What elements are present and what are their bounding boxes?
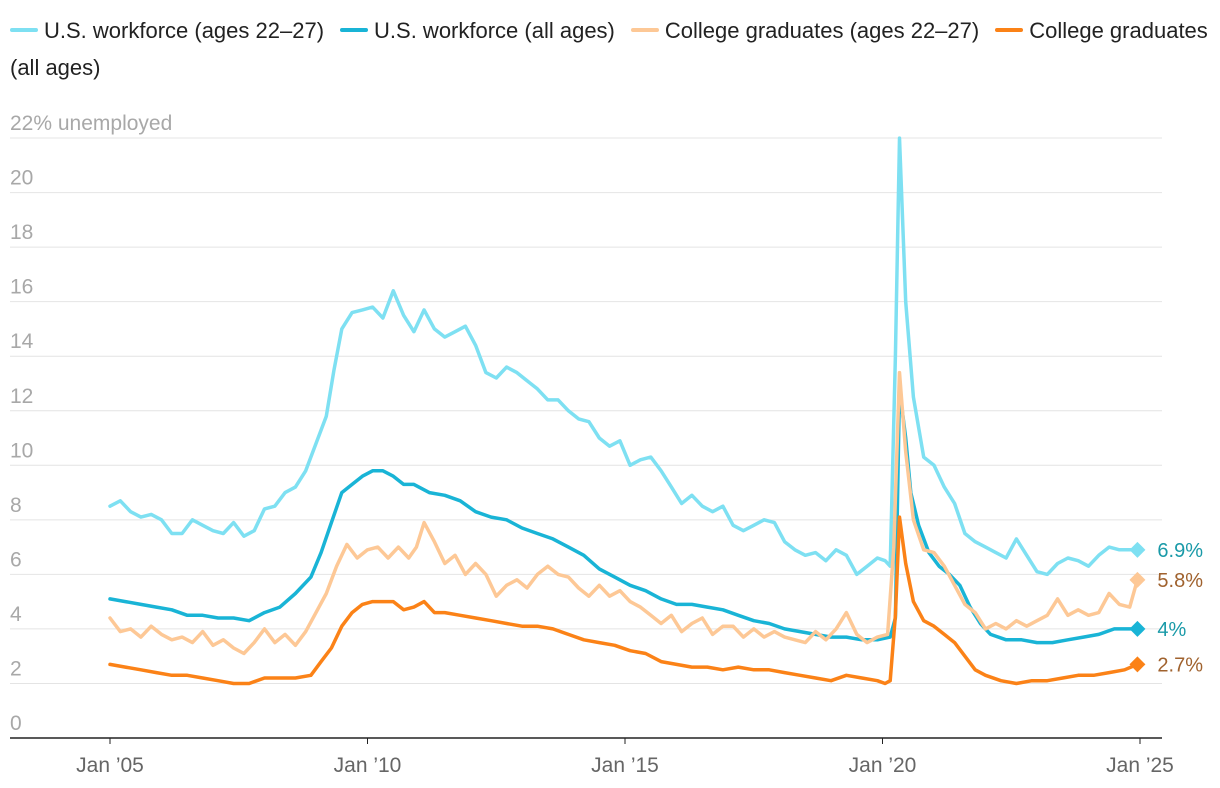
series-lines xyxy=(108,136,1140,686)
legend-swatch xyxy=(995,28,1024,33)
legend-label: College graduates (ages 22–27) xyxy=(664,18,980,43)
end-value-label: 4% xyxy=(1157,619,1186,641)
end-value-label: 6.9% xyxy=(1157,540,1203,562)
end-marker xyxy=(1129,541,1146,558)
end-value-label: 2.7% xyxy=(1157,654,1203,676)
y-tick-label: 0 xyxy=(10,712,22,735)
x-tick-label: Jan ’10 xyxy=(334,754,402,777)
series-line xyxy=(108,387,1140,645)
end-value-label: 5.8% xyxy=(1157,570,1203,592)
y-tick-label: 10 xyxy=(10,439,33,462)
y-tick-label: 20 xyxy=(10,167,33,190)
y-tick-label: 4 xyxy=(10,603,22,626)
end-marker xyxy=(1129,620,1146,637)
legend-item: U.S. workforce (all ages) xyxy=(340,18,615,43)
x-tick-label: Jan ’05 xyxy=(76,754,144,777)
legend-swatch xyxy=(630,28,659,33)
y-tick-label: 18 xyxy=(10,221,33,244)
series-line xyxy=(108,136,1140,577)
y-tick-label: 2 xyxy=(10,657,22,680)
legend-label: U.S. workforce (ages 22–27) xyxy=(44,18,325,43)
x-axis-ticks: Jan ’05 Jan ’10 Jan ’15 Jan ’20 Jan ’25 xyxy=(76,738,1174,777)
x-tick-label: Jan ’20 xyxy=(849,754,917,777)
y-tick-label: 6 xyxy=(10,548,22,571)
gridlines xyxy=(10,137,1162,739)
y-tick-label: 12 xyxy=(10,385,33,408)
y-tick-label: 16 xyxy=(10,276,33,299)
legend-label: U.S. workforce (all ages) xyxy=(374,18,615,43)
end-marker xyxy=(1129,656,1146,673)
y-tick-label: 14 xyxy=(10,330,34,353)
chart-legend: U.S. workforce (ages 22–27) U.S. workforc… xyxy=(10,12,1215,86)
series-line xyxy=(108,515,1140,686)
x-tick-label: Jan ’15 xyxy=(591,754,659,777)
series-line xyxy=(108,370,1140,656)
legend-item: College graduates (ages 22–27) xyxy=(630,18,980,43)
y-axis-label: 22% unemployed xyxy=(10,112,172,135)
x-tick-label: Jan ’25 xyxy=(1106,754,1174,777)
end-marker xyxy=(1129,571,1146,588)
y-axis-ticks: 0 2 4 6 8 10 12 14 16 18 20 22% unemployed xyxy=(10,112,172,735)
legend-label: College graduates (all ages) xyxy=(10,18,1208,80)
legend-item: U.S. workforce (ages 22–27) xyxy=(10,18,324,43)
end-markers: 6.9% 4% 5.8% 2.7% xyxy=(1129,540,1203,676)
legend-item: College graduates (all ages) xyxy=(10,18,1208,80)
y-tick-label: 8 xyxy=(10,494,22,517)
legend-swatch xyxy=(340,28,369,33)
legend-swatch xyxy=(10,28,38,33)
